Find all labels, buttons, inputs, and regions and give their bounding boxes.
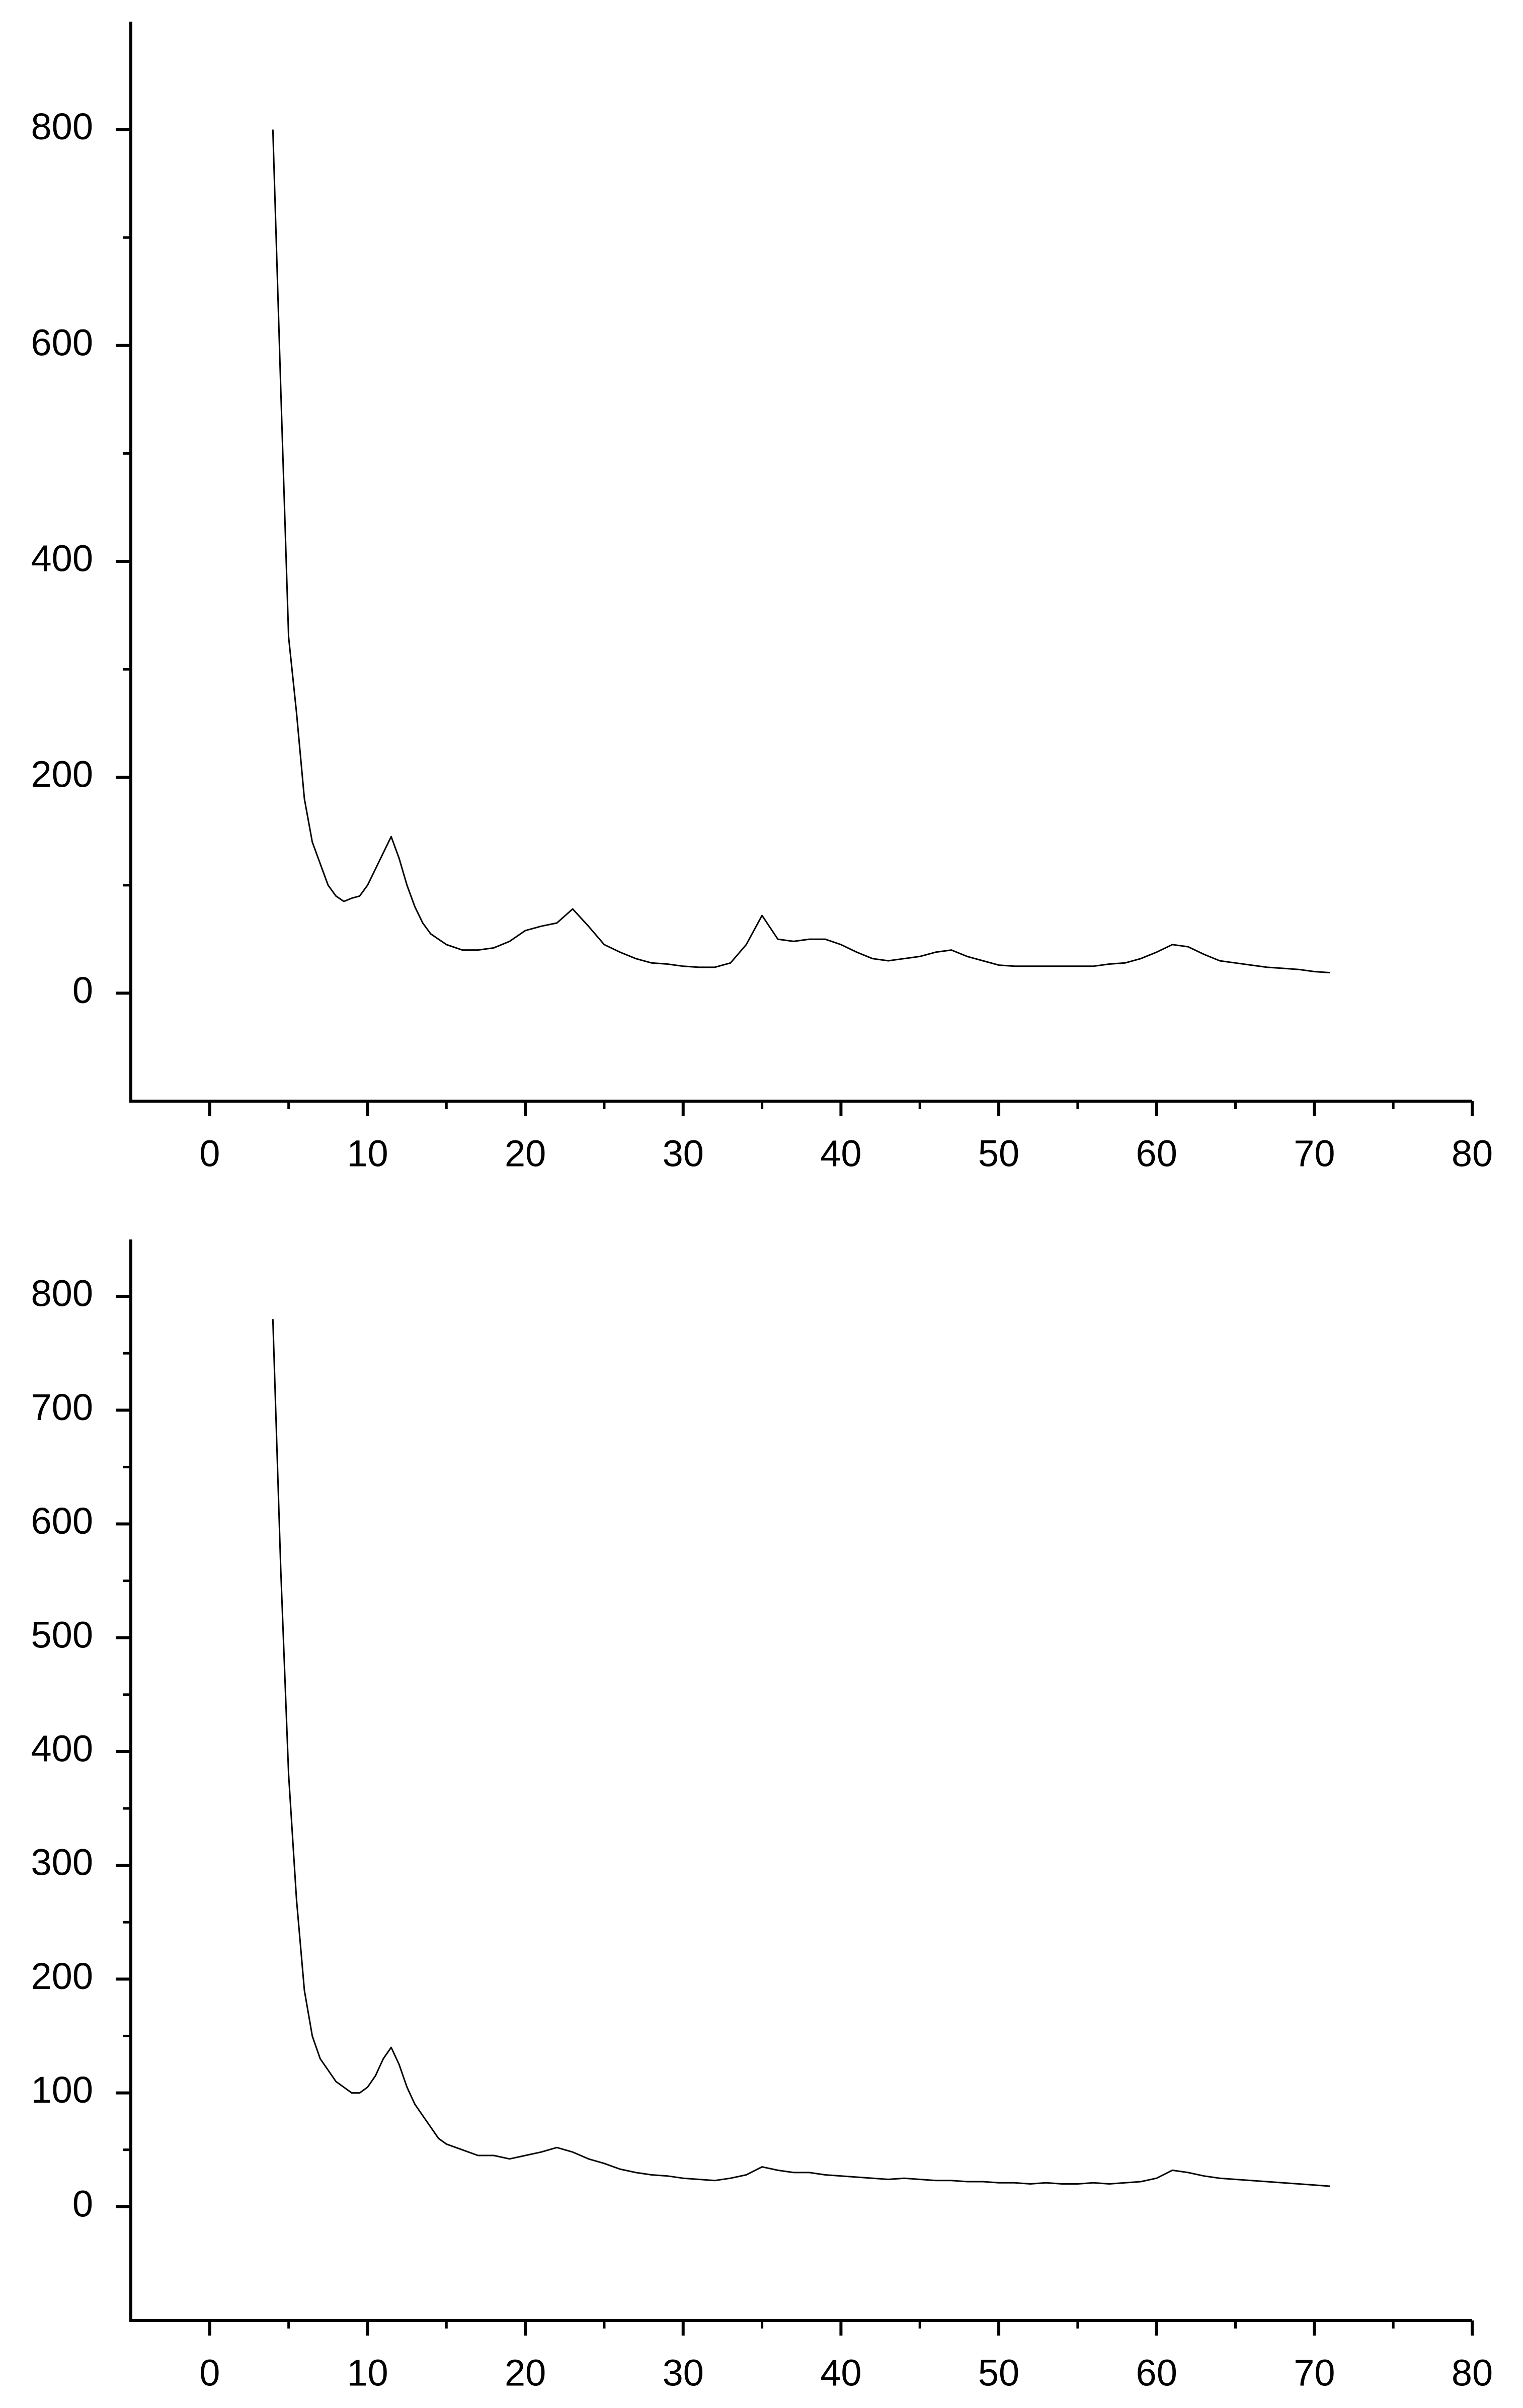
x-tick-label: 10 (347, 2352, 388, 2394)
y-tick-label: 600 (31, 1500, 93, 1542)
x-tick-label: 70 (1294, 2352, 1335, 2394)
x-tick-label: 10 (347, 1133, 388, 1175)
y-tick-label: 0 (72, 2183, 93, 2224)
y-tick-label: 800 (31, 106, 93, 147)
data-line (272, 1319, 1330, 2187)
y-tick-label: 800 (31, 1273, 93, 1314)
x-tick-label: 0 (199, 1133, 220, 1175)
y-tick-label: 200 (31, 754, 93, 795)
y-tick-label: 400 (31, 538, 93, 579)
y-tick-label: 0 (72, 969, 93, 1011)
x-tick-label: 0 (199, 2352, 220, 2394)
x-tick-label: 30 (663, 2352, 704, 2394)
y-tick-label: 200 (31, 1955, 93, 1997)
x-tick-label: 50 (978, 1133, 1019, 1175)
y-tick-label: 700 (31, 1386, 93, 1428)
x-tick-label: 20 (505, 1133, 546, 1175)
x-tick-label: 30 (663, 1133, 704, 1175)
x-tick-label: 50 (978, 2352, 1019, 2394)
x-tick-label: 70 (1294, 1133, 1335, 1175)
y-tick-label: 500 (31, 1614, 93, 1655)
y-tick-label: 400 (31, 1727, 93, 1769)
x-tick-label: 80 (1452, 1133, 1493, 1175)
x-tick-label: 40 (820, 1133, 861, 1175)
x-tick-label: 60 (1136, 1133, 1177, 1175)
x-tick-label: 80 (1452, 2352, 1493, 2394)
y-tick-label: 600 (31, 321, 93, 363)
y-tick-label: 100 (31, 2069, 93, 2111)
x-tick-label: 20 (505, 2352, 546, 2394)
data-line (272, 129, 1330, 974)
y-tick-label: 300 (31, 1842, 93, 1883)
x-tick-label: 40 (820, 2352, 861, 2394)
x-tick-label: 60 (1136, 2352, 1177, 2394)
